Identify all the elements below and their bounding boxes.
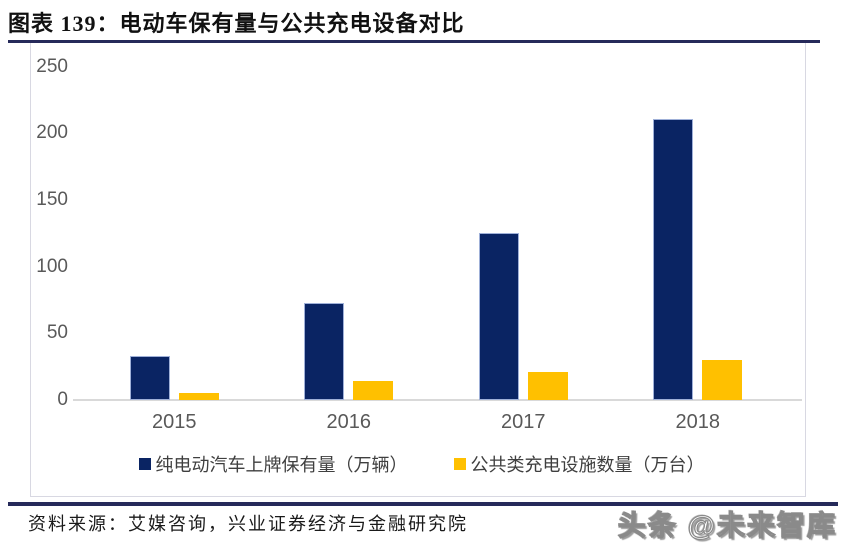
- bar-charger-2016: [353, 381, 394, 400]
- x-axis-baseline: [73, 399, 802, 401]
- x-tick-label-2016: 2016: [326, 411, 372, 433]
- x-tick-label-2015: 2015: [152, 411, 197, 433]
- bar-charger-2017: [527, 371, 568, 400]
- bar-ev-2016: [304, 302, 345, 400]
- legend-swatch-yellow: [453, 458, 466, 470]
- source-note: 资料来源：艾媒咨询，兴业证券经济与金融研究院: [28, 514, 468, 534]
- y-tick-label-100: 100: [36, 255, 68, 277]
- title-divider: [8, 40, 820, 43]
- y-tick-label-50: 50: [46, 322, 68, 344]
- x-tick-label-2018: 2018: [675, 411, 721, 433]
- watermark-toutiao: 头条 @未来智库: [617, 509, 837, 541]
- legend-swatch-navy: [138, 458, 151, 470]
- bar-ev-2018: [653, 118, 694, 400]
- x-tick-label-2017: 2017: [501, 411, 546, 433]
- bar-ev-2017: [478, 233, 519, 400]
- legend-item-charging-facilities: 公共类充电设施数量（万台）: [453, 451, 705, 477]
- bar-charger-2018: [702, 359, 743, 400]
- legend-label-ev-ownership: 纯电动汽车上牌保有量（万辆）: [155, 455, 408, 475]
- y-tick-label-250: 250: [36, 55, 68, 77]
- y-tick-label-200: 200: [36, 122, 68, 144]
- figure-title: 图表 139：电动车保有量与公共充电设备对比: [8, 11, 465, 36]
- chart-legend: 纯电动汽车上牌保有量（万辆） 公共类充电设施数量（万台）: [0, 451, 843, 477]
- legend-label-charging-facilities: 公共类充电设施数量（万台）: [470, 455, 705, 475]
- bar-ev-2015: [129, 355, 170, 400]
- footer-divider: [8, 502, 838, 506]
- legend-item-ev-ownership: 纯电动汽车上牌保有量（万辆）: [138, 451, 408, 477]
- bar-charger-2015: [178, 393, 219, 400]
- y-tick-label-0: 0: [57, 389, 68, 410]
- y-tick-label-150: 150: [36, 188, 68, 210]
